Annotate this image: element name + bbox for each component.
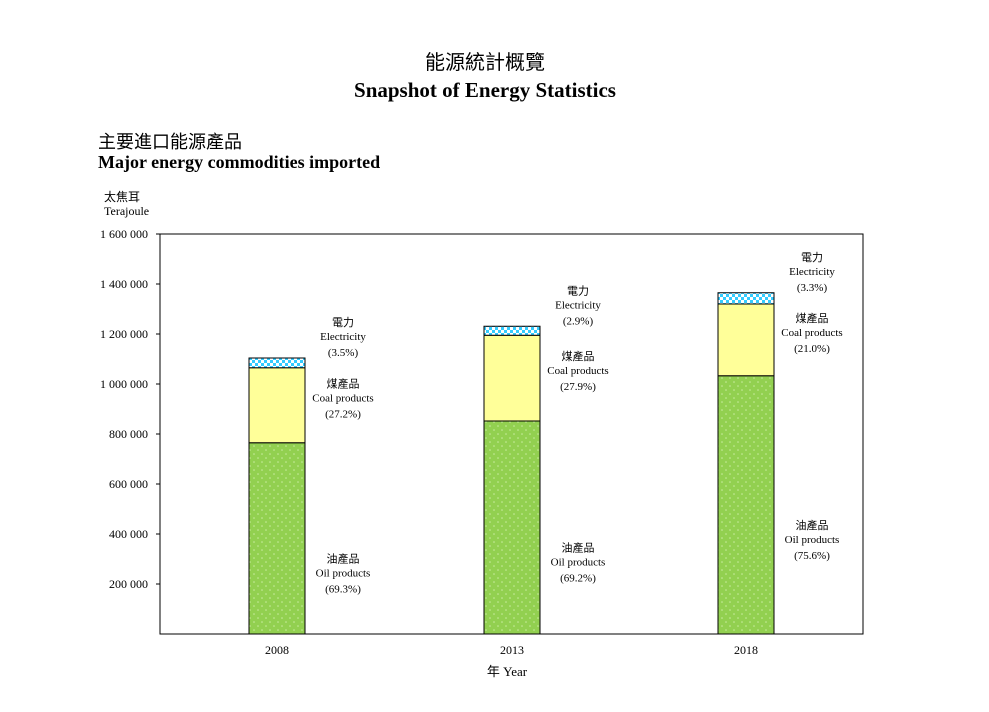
x-tick-label: 2018 — [734, 643, 758, 657]
annotation-pct: (69.3%) — [325, 583, 361, 595]
y-tick-label: 800 000 — [109, 427, 148, 441]
chart-title-en: Snapshot of Energy Statistics — [354, 78, 616, 102]
annotation-zh: 油產品 — [327, 551, 360, 565]
subtitle-zh: 主要進口能源產品 — [98, 132, 242, 153]
annotation-pct: (2.9%) — [563, 315, 594, 327]
annotation-en: Oil products — [785, 534, 840, 546]
annotation-pct: (69.2%) — [560, 573, 596, 585]
bar-oil-2008 — [248, 442, 306, 635]
y-tick-label: 400 000 — [109, 527, 148, 541]
bar-coal-2013 — [483, 334, 541, 422]
x-tick-label: 2013 — [500, 643, 524, 657]
annotation-zh: 煤產品 — [796, 311, 829, 325]
bar-electricity-2013 — [483, 325, 541, 336]
annotation-zh: 煤產品 — [562, 349, 595, 363]
annotation-zh: 煤產品 — [327, 376, 360, 390]
bar-coal-2018 — [717, 303, 775, 377]
annotation-en: Oil products — [316, 567, 371, 579]
bar-electricity-2008 — [248, 357, 306, 369]
annotation-en: Electricity — [555, 299, 601, 311]
x-axis-title: 年 Year — [487, 664, 528, 679]
annotation-zh: 油產品 — [562, 541, 595, 555]
y-tick-label: 1 600 000 — [100, 227, 148, 241]
subtitle-en: Major energy commodities imported — [98, 152, 381, 172]
annotation-zh: 電力 — [801, 251, 823, 264]
bar-oil-2013 — [483, 420, 541, 635]
annotation-zh: 電力 — [567, 284, 589, 297]
chart-title-zh: 能源統計概覽 — [425, 50, 545, 74]
annotation-pct: (3.5%) — [328, 347, 359, 359]
annotation-pct: (21.0%) — [794, 343, 830, 355]
bar-coal-2008 — [248, 367, 306, 444]
bar-oil-2018 — [717, 375, 775, 635]
annotation-en: Electricity — [789, 266, 835, 278]
annotation-pct: (27.2%) — [325, 408, 361, 420]
annotation-en: Coal products — [312, 392, 373, 404]
annotation-pct: (27.9%) — [560, 381, 596, 393]
annotation-en: Coal products — [547, 365, 608, 377]
y-tick-label: 200 000 — [109, 577, 148, 591]
y-tick-label: 600 000 — [109, 477, 148, 491]
y-tick-label: 1 200 000 — [100, 327, 148, 341]
annotation-zh: 油產品 — [796, 518, 829, 532]
y-tick-label: 1 000 000 — [100, 377, 148, 391]
x-tick-label: 2008 — [265, 643, 289, 657]
annotation-en: Coal products — [781, 327, 842, 339]
y-unit-en: Terajoule — [104, 204, 150, 218]
annotation-en: Oil products — [551, 557, 606, 569]
bar-electricity-2018 — [717, 292, 775, 305]
annotation-pct: (75.6%) — [794, 550, 830, 562]
annotation-zh: 電力 — [332, 316, 354, 329]
annotation-pct: (3.3%) — [797, 282, 828, 294]
annotation-en: Electricity — [320, 331, 366, 343]
y-unit-zh: 太焦耳 — [104, 190, 141, 204]
y-tick-label: 1 400 000 — [100, 277, 148, 291]
